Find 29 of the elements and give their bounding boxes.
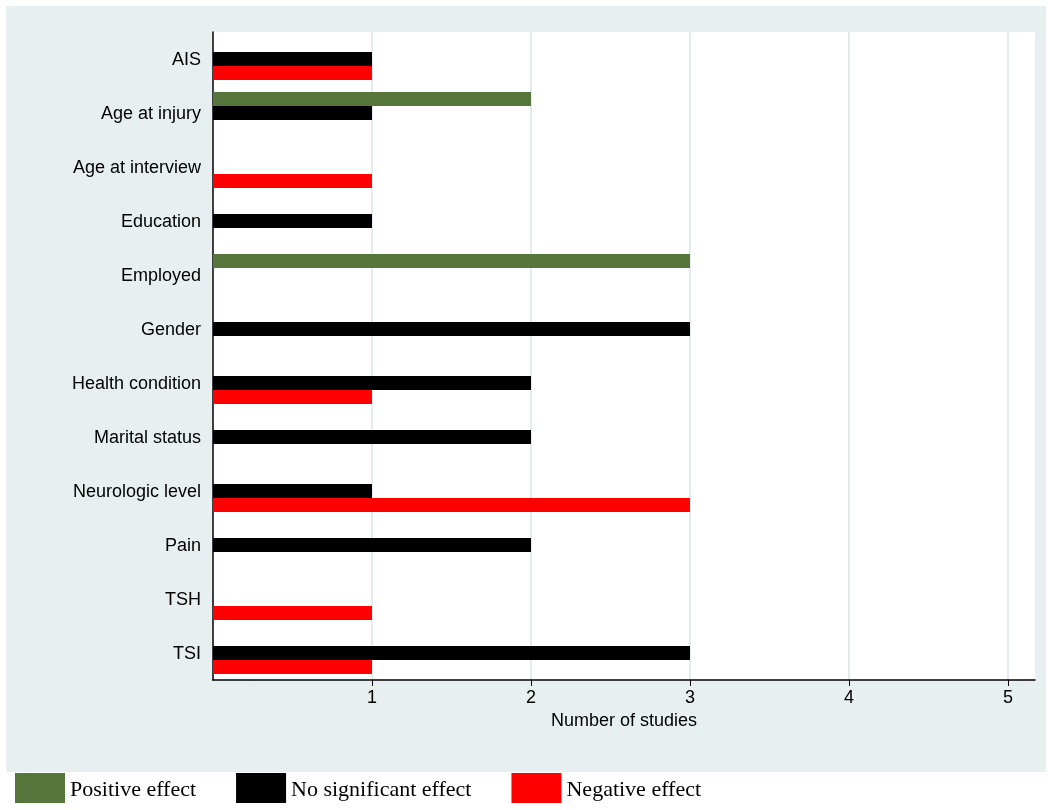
y-tick-label: AIS: [171, 49, 201, 69]
bar: [213, 660, 372, 674]
y-tick-label: Health condition: [71, 373, 201, 393]
bar: [213, 92, 531, 106]
bar: [213, 174, 372, 188]
x-tick-label: 2: [525, 687, 536, 707]
x-tick-label: 3: [684, 687, 695, 707]
bar: [213, 66, 372, 80]
x-tick-label: 5: [1002, 687, 1013, 707]
y-tick-label: Marital status: [93, 427, 201, 447]
y-tick-label: Age at injury: [100, 103, 201, 123]
bar: [213, 498, 690, 512]
legend-label: Positive effect: [70, 775, 197, 801]
x-axis-title: Number of studies: [550, 709, 698, 730]
legend-label: Negative effect: [566, 775, 702, 801]
legend-label: No significant effect: [291, 775, 472, 801]
y-tick-label: Neurologic level: [72, 481, 201, 501]
x-tick-label: 4: [843, 687, 854, 707]
bar: [213, 254, 690, 268]
y-tick-label: Age at interview: [72, 157, 202, 177]
y-tick-label: TSH: [165, 589, 201, 609]
y-tick-label: Pain: [164, 535, 201, 555]
y-tick-label: TSI: [172, 643, 201, 663]
bar: [213, 606, 372, 620]
bar: [213, 390, 372, 404]
y-tick-label: Education: [120, 211, 201, 231]
y-tick-label: Gender: [140, 319, 201, 339]
x-tick-label: 1: [366, 687, 377, 707]
y-tick-label: Employed: [120, 265, 201, 285]
